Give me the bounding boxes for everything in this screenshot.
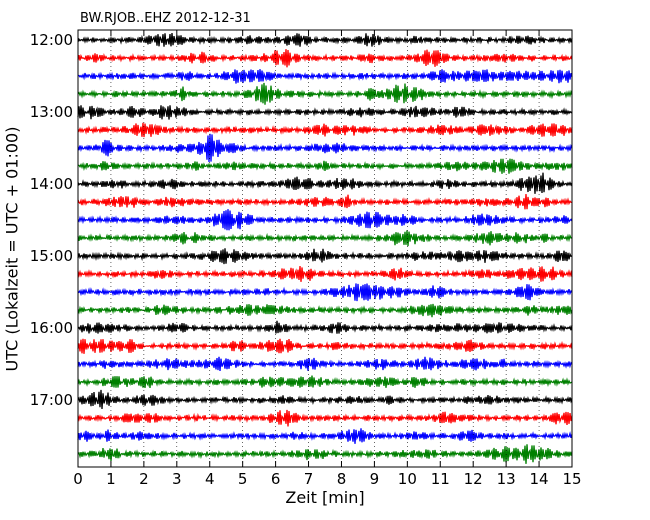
x-tick-label: 2 — [139, 470, 149, 488]
x-tick-label: 13 — [497, 470, 516, 488]
trace-line — [77, 122, 573, 138]
trace-line — [77, 133, 573, 162]
trace-line — [77, 265, 573, 282]
x-tick-label: 9 — [370, 470, 380, 488]
trace-line — [77, 338, 573, 354]
trace-line — [77, 172, 573, 194]
y-tick-label: 12:00 — [30, 31, 73, 49]
trace-line — [77, 193, 573, 210]
x-tick-label: 8 — [337, 470, 347, 488]
y-tick-label: 13:00 — [30, 103, 73, 121]
trace-line — [77, 105, 573, 120]
trace-line — [77, 409, 573, 427]
x-axis: 0 1 2 3 4 5 6 7 8 9 10 11 12 13 14 15 — [73, 30, 582, 488]
x-axis-label: Zeit [min] — [285, 488, 365, 507]
x-tick-label: 0 — [73, 470, 83, 488]
trace-line — [77, 375, 573, 389]
trace-line — [77, 69, 573, 84]
plot-frame — [77, 29, 573, 468]
trace-line — [77, 303, 573, 318]
y-axis: 12:00 13:00 14:00 15:00 16:00 17:00 — [30, 31, 572, 409]
grid-lines — [78, 30, 572, 467]
trace-line — [77, 356, 573, 372]
x-tick-label: 11 — [431, 470, 450, 488]
trace-line — [77, 248, 573, 265]
trace-line — [77, 158, 573, 174]
y-tick-label: 14:00 — [30, 175, 73, 193]
y-tick-label: 16:00 — [30, 319, 73, 337]
trace-line — [77, 82, 573, 105]
trace-line — [77, 49, 573, 68]
trace-line — [77, 444, 573, 464]
x-tick-label: 5 — [238, 470, 248, 488]
trace-line — [77, 428, 573, 444]
x-tick-label: 3 — [172, 470, 182, 488]
trace-line — [77, 209, 573, 231]
x-tick-label: 6 — [271, 470, 281, 488]
trace-lines — [77, 32, 573, 464]
y-tick-label: 15:00 — [30, 247, 73, 265]
trace-line — [77, 283, 573, 302]
trace-line — [77, 230, 573, 247]
x-tick-label: 10 — [398, 470, 417, 488]
x-tick-label: 12 — [464, 470, 483, 488]
y-tick-label: 17:00 — [30, 391, 73, 409]
x-tick-label: 4 — [205, 470, 215, 488]
y-axis-label: UTC (Lokalzeit = UTC + 01:00) — [2, 126, 22, 372]
x-tick-label: 1 — [106, 470, 116, 488]
trace-line — [77, 32, 573, 47]
chart-title: BW.RJOB..EHZ 2012-12-31 — [80, 11, 251, 26]
x-tick-label: 14 — [530, 470, 549, 488]
x-tick-label: 15 — [562, 470, 581, 488]
trace-line — [77, 320, 573, 334]
x-tick-label: 7 — [304, 470, 314, 488]
trace-line — [77, 389, 573, 410]
